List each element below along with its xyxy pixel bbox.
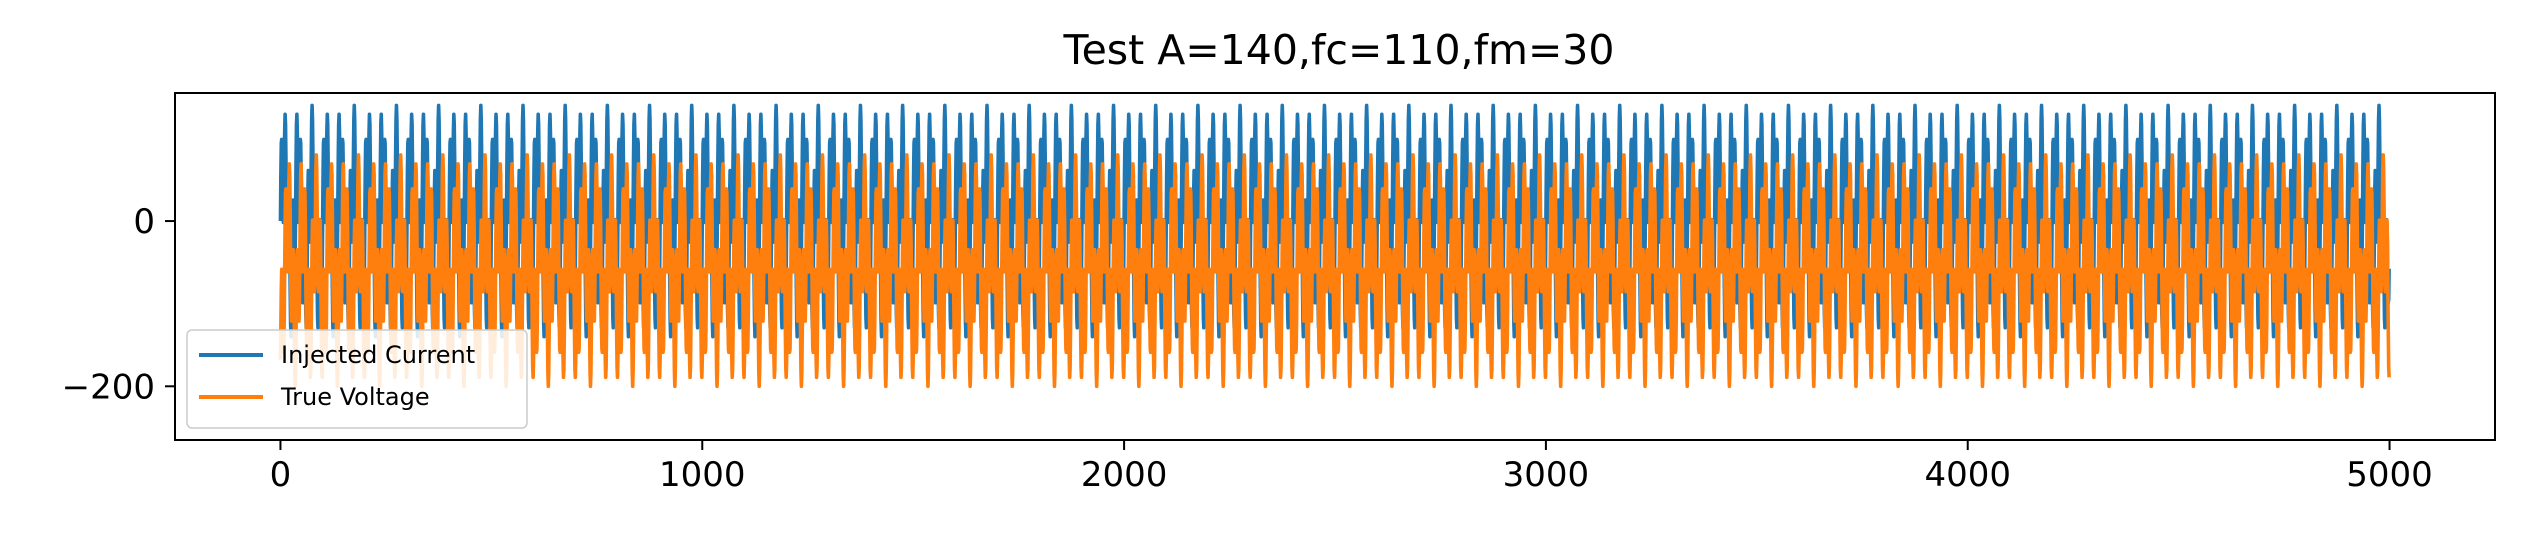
x-tick-label: 5000 [2346,455,2433,495]
x-tick-label: 1000 [659,455,746,495]
legend-box [186,329,528,429]
y-tick-label: −200 [62,367,155,407]
plot-frame [174,92,2496,441]
legend: Injected Current True Voltage [186,329,528,429]
x-axis: 0 1000 2000 3000 4000 5000 [270,440,2433,495]
x-tick-label: 0 [270,455,292,495]
legend-label: True Voltage [280,383,430,411]
plot-area [278,103,2391,389]
legend-label: Injected Current [281,341,475,369]
x-tick-label: 3000 [1503,455,1590,495]
chart-title: Test A=140,fc=110,fm=30 [1063,26,1615,74]
x-tick-label: 2000 [1081,455,1168,495]
series-line-1 [278,153,2391,389]
y-axis: 0 −200 [62,202,175,407]
x-tick-label: 4000 [1924,455,2011,495]
y-tick-label: 0 [133,202,155,242]
